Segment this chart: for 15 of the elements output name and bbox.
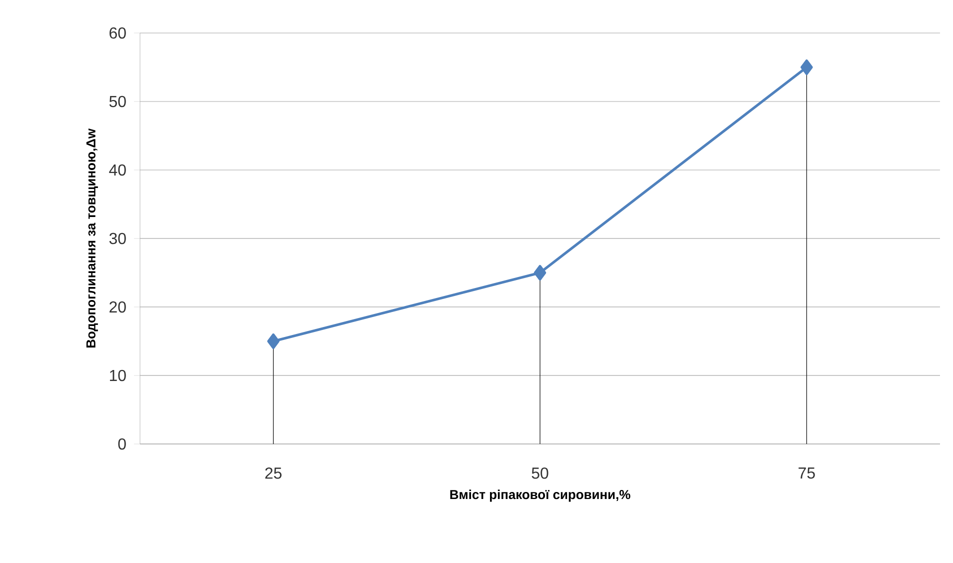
y-tick-label: 10	[110, 370, 126, 382]
x-axis-title: Вміст ріпакової сировини,%	[450, 490, 630, 502]
point	[267, 333, 280, 350]
y-tick-label: 60	[110, 27, 126, 39]
point	[534, 264, 546, 281]
point	[800, 59, 813, 76]
y-tick-label: 20	[110, 301, 126, 313]
y-tick-label: 30	[109, 232, 126, 244]
x-tick-label: 50	[532, 468, 548, 479]
y-tick-label: 50	[109, 96, 126, 108]
x-tick-label: 25	[265, 468, 282, 479]
x-tick-label: 75	[798, 468, 815, 479]
y-axis-title: Водопоглинання за товщиною,Δw	[86, 128, 98, 348]
y-tick-label: 40	[109, 164, 126, 176]
y-tick-label: 0	[118, 438, 126, 450]
